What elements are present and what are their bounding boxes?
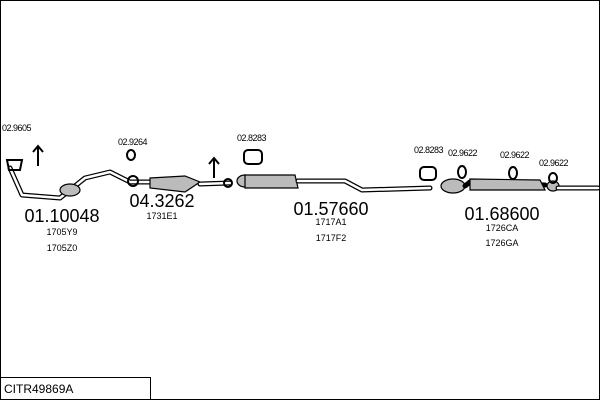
part-number: 01.57660	[293, 199, 368, 219]
part-code: 1726GA	[485, 238, 518, 248]
small-part-label: 02.8283	[237, 133, 267, 143]
part-number: 01.10048	[24, 206, 99, 226]
part-code: 1726CA	[486, 223, 519, 233]
footer-code: CITR49869A	[4, 382, 73, 396]
part-code: 1705Z0	[47, 243, 78, 253]
part-code: 1717F2	[316, 233, 347, 243]
small-part-label: 02.9622	[500, 150, 530, 160]
exhaust-drawing	[5, 144, 600, 201]
small-part-label: 02.9622	[539, 158, 569, 168]
part-code: 1705Y9	[46, 227, 77, 237]
small-part-label: 02.9605	[2, 123, 32, 133]
small-part-label: 02.9622	[448, 148, 478, 158]
small-part-label: 02.8283	[414, 145, 444, 155]
part-code: 1717A1	[315, 217, 346, 227]
part-code: 1731E1	[146, 211, 177, 221]
part-number: 04.3262	[129, 191, 194, 211]
small-part-label: 02.9264	[118, 137, 148, 147]
part-number: 01.68600	[464, 204, 539, 224]
